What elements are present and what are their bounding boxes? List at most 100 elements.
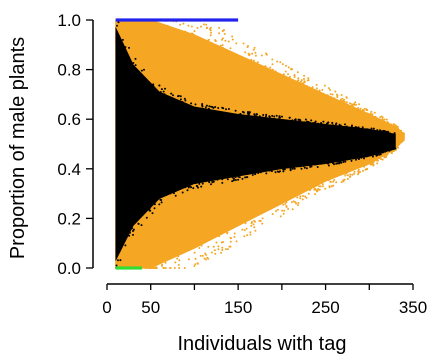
data-point: [284, 202, 287, 205]
data-point: [268, 169, 271, 172]
data-point: [214, 106, 217, 108]
data-point: [232, 179, 235, 182]
data-point: [327, 164, 330, 167]
data-point: [197, 242, 200, 245]
data-point: [219, 44, 222, 47]
data-point: [279, 61, 282, 64]
data-point: [293, 74, 296, 77]
data-point: [271, 68, 274, 71]
data-point: [361, 128, 364, 130]
data-point: [342, 161, 345, 163]
data-point: [336, 159, 339, 162]
data-point: [385, 154, 388, 157]
data-point: [313, 188, 316, 191]
data-point: [144, 81, 147, 84]
data-point: [209, 55, 211, 58]
data-point: [359, 171, 361, 173]
x-tick-label: 250: [311, 298, 339, 317]
data-point: [117, 39, 120, 42]
data-point: [187, 243, 190, 246]
data-point: [320, 181, 323, 184]
data-point: [301, 190, 304, 193]
data-point: [167, 96, 170, 98]
data-point: [263, 119, 266, 122]
data-point: [234, 222, 237, 225]
data-point: [121, 251, 124, 254]
data-point: [149, 38, 152, 41]
data-point: [344, 171, 347, 174]
data-point: [328, 185, 331, 188]
data-point: [150, 201, 153, 203]
data-point: [270, 205, 273, 208]
data-point: [340, 166, 343, 169]
data-point: [203, 225, 206, 228]
data-point: [177, 94, 180, 97]
data-point: [229, 240, 232, 243]
data-point: [306, 85, 309, 88]
data-point: [199, 230, 202, 233]
data-point: [302, 165, 305, 167]
data-point: [287, 78, 290, 81]
data-point: [388, 149, 391, 152]
y-axis-title: Proportion of male plants: [7, 37, 29, 259]
data-point: [291, 167, 294, 170]
data-point: [165, 189, 168, 192]
data-point: [321, 124, 324, 127]
data-point: [197, 262, 199, 265]
data-point: [227, 115, 230, 118]
data-point: [355, 158, 357, 161]
data-point: [201, 182, 204, 185]
data-point: [148, 205, 150, 208]
data-point: [201, 105, 204, 108]
data-point: [376, 154, 379, 156]
data-point: [358, 156, 360, 159]
data-point: [233, 235, 236, 238]
data-point: [131, 245, 134, 248]
data-point: [145, 83, 148, 86]
data-point: [145, 36, 148, 39]
data-point: [332, 176, 335, 178]
data-point: [252, 211, 255, 214]
data-point: [121, 38, 124, 41]
data-point: [166, 24, 169, 27]
data-point: [194, 103, 197, 106]
data-point: [385, 152, 388, 154]
data-point: [346, 174, 349, 177]
data-point: [276, 78, 279, 81]
data-point: [360, 114, 363, 117]
data-point: [339, 169, 342, 172]
data-point: [175, 28, 177, 31]
data-point: [327, 175, 330, 178]
data-point: [184, 30, 187, 33]
data-point: [297, 118, 300, 121]
data-point: [148, 264, 151, 267]
data-point: [132, 258, 135, 261]
data-point: [225, 176, 227, 179]
data-point: [171, 99, 174, 102]
data-point: [268, 115, 271, 118]
data-point: [231, 38, 234, 41]
data-point: [369, 116, 372, 119]
data-point: [261, 217, 264, 220]
data-point: [221, 176, 223, 179]
data-point: [146, 267, 149, 269]
data-point: [357, 126, 360, 129]
data-point: [151, 88, 154, 91]
data-point: [362, 115, 365, 118]
data-point: [342, 127, 345, 129]
data-point: [398, 129, 401, 132]
data-point: [263, 117, 266, 120]
data-point: [381, 118, 384, 121]
data-point: [239, 70, 242, 73]
data-point: [344, 160, 347, 163]
data-point: [150, 252, 153, 255]
data-point: [174, 187, 177, 190]
data-point: [303, 182, 306, 185]
data-point: [130, 25, 133, 28]
data-point: [318, 178, 321, 181]
data-point: [237, 215, 240, 218]
data-point: [215, 220, 217, 223]
data-point: [139, 37, 142, 40]
data-point: [141, 30, 144, 33]
y-tick-label: 0.4: [57, 160, 81, 179]
